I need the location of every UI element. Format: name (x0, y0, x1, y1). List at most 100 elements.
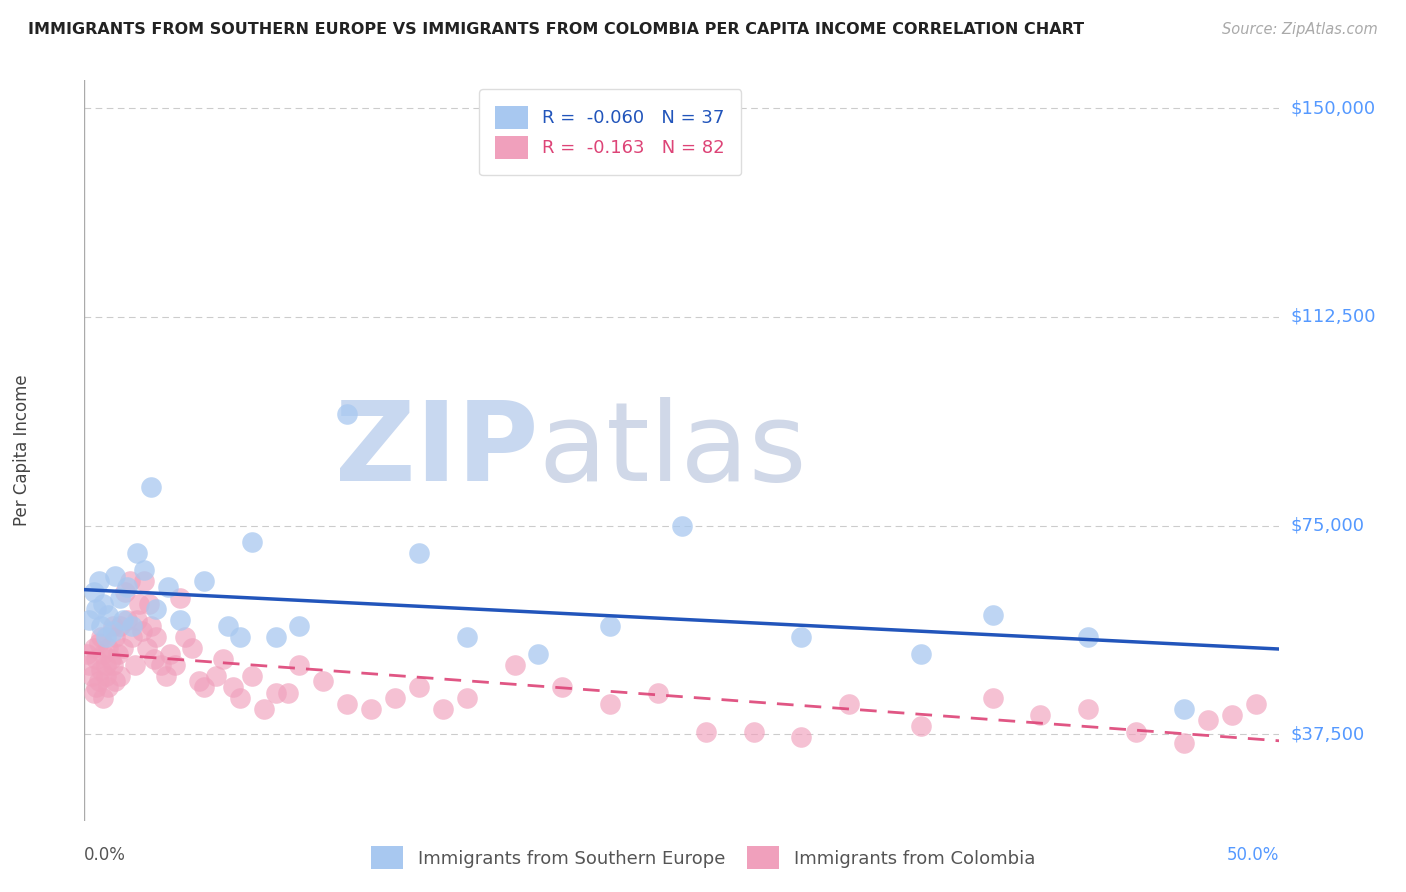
Point (671, 518, 693, 533)
Point (121, 619, 143, 633)
Point (551, 680, 574, 694)
Point (76, 647, 98, 661)
Point (83, 641, 105, 656)
Point (141, 619, 163, 633)
Text: IMMIGRANTS FROM SOUTHERN EUROPE VS IMMIGRANTS FROM COLOMBIA PER CAPITA INCOME CO: IMMIGRANTS FROM SOUTHERN EUROPE VS IMMIG… (28, 22, 1084, 37)
Text: atlas: atlas (538, 397, 807, 504)
Point (181, 641, 204, 656)
Point (647, 685, 669, 699)
Point (277, 685, 299, 699)
Text: $112,500: $112,500 (1291, 308, 1376, 326)
Point (131, 624, 153, 639)
Point (110, 669, 132, 683)
Point (159, 647, 181, 661)
Point (253, 702, 276, 716)
Legend: Immigrants from Southern Europe, Immigrants from Colombia: Immigrants from Southern Europe, Immigra… (361, 838, 1045, 879)
Text: Source: ZipAtlas.com: Source: ZipAtlas.com (1222, 22, 1378, 37)
Point (110, 591, 132, 605)
Point (135, 641, 157, 656)
Point (384, 691, 406, 706)
Point (169, 591, 191, 605)
Point (125, 546, 148, 560)
Point (312, 674, 335, 689)
Point (1173, 736, 1195, 750)
Point (83, 685, 105, 699)
Point (94, 669, 117, 683)
Point (145, 602, 167, 616)
Point (101, 657, 124, 672)
Point (117, 613, 139, 627)
Point (141, 480, 163, 494)
Point (1125, 724, 1147, 739)
Point (288, 619, 311, 633)
Point (695, 724, 717, 739)
Point (264, 685, 287, 699)
Point (97, 680, 120, 694)
Point (1077, 630, 1099, 644)
Point (221, 680, 243, 694)
Point (80, 669, 103, 683)
Point (155, 669, 177, 683)
Point (86, 680, 108, 694)
Point (288, 657, 311, 672)
Point (981, 607, 1004, 622)
Point (142, 652, 165, 666)
Point (97, 641, 120, 656)
Point (742, 724, 765, 739)
Point (104, 674, 127, 689)
Text: ZIP: ZIP (335, 397, 538, 504)
Point (1244, 697, 1267, 711)
Point (93, 691, 115, 706)
Point (157, 580, 180, 594)
Point (118, 574, 141, 589)
Point (217, 619, 239, 633)
Point (90, 630, 112, 644)
Text: $150,000: $150,000 (1291, 99, 1375, 117)
Point (83, 585, 105, 599)
Point (90, 664, 112, 678)
Point (90, 619, 112, 633)
Point (86, 652, 108, 666)
Point (94, 657, 117, 672)
Point (101, 624, 124, 639)
Text: $75,000: $75,000 (1291, 516, 1365, 534)
Point (910, 647, 932, 661)
Point (360, 702, 382, 716)
Point (121, 630, 143, 644)
Point (110, 619, 132, 633)
Point (125, 613, 148, 627)
Point (599, 697, 621, 711)
Point (128, 597, 150, 611)
Point (93, 647, 115, 661)
Point (408, 680, 430, 694)
Point (336, 407, 359, 421)
Text: 0.0%: 0.0% (84, 846, 127, 863)
Point (188, 674, 211, 689)
Point (104, 630, 127, 644)
Point (86, 602, 108, 616)
Point (97, 607, 120, 622)
Point (432, 702, 454, 716)
Point (1077, 702, 1099, 716)
Point (599, 619, 621, 633)
Legend: R =  -0.060   N = 37, R =  -0.163   N = 82: R = -0.060 N = 37, R = -0.163 N = 82 (479, 89, 741, 176)
Point (117, 580, 139, 594)
Point (838, 697, 860, 711)
Point (229, 691, 252, 706)
Point (527, 647, 550, 661)
Point (77, 657, 100, 672)
Point (981, 691, 1004, 706)
Point (87, 674, 110, 689)
Point (173, 630, 195, 644)
Point (132, 574, 156, 589)
Point (101, 619, 124, 633)
Point (456, 630, 478, 644)
Point (93, 597, 115, 611)
Point (910, 719, 932, 733)
Point (111, 613, 134, 627)
Point (1173, 702, 1195, 716)
Point (193, 680, 215, 694)
Point (114, 585, 136, 599)
Text: $37,500: $37,500 (1291, 725, 1365, 743)
Text: 50.0%: 50.0% (1227, 846, 1279, 863)
